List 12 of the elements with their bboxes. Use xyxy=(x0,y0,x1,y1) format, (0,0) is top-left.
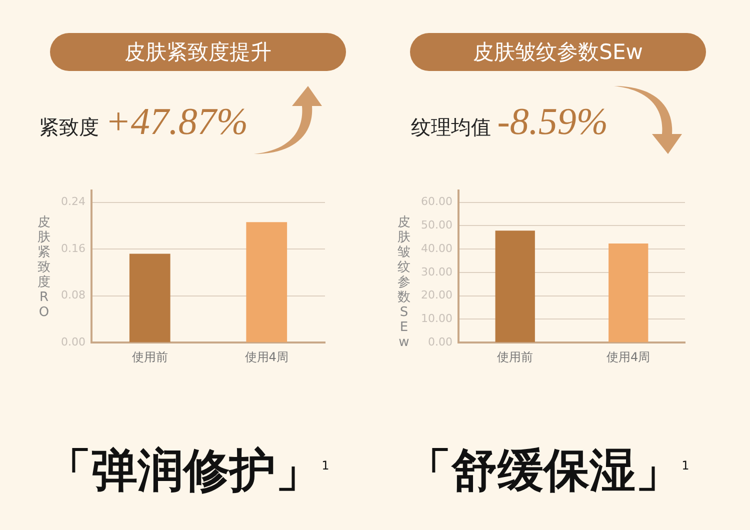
chart-title: 皮肤紧致度提升 xyxy=(50,33,346,71)
y-axis-title: 皮肤紧致度RO xyxy=(36,215,52,320)
text: 「弹润修护」$^{1}$ xyxy=(44,442,330,499)
text: 纹理均值 -8.59% xyxy=(410,101,608,143)
text: 紧致度 +47.87% xyxy=(38,101,248,143)
x-tick-label: 使用前 xyxy=(132,350,168,364)
x-tick-label: 使用4周 xyxy=(244,350,288,364)
chart-title: 皮肤皱纹参数SEw xyxy=(410,33,706,71)
x-tick-label: 使用前 xyxy=(497,350,534,364)
text: 皮肤皱纹参数SEw xyxy=(398,215,410,350)
x-tick-label: 使用4周 xyxy=(606,350,650,364)
text: 「舒缓保湿」$^{1}$ xyxy=(404,442,690,499)
